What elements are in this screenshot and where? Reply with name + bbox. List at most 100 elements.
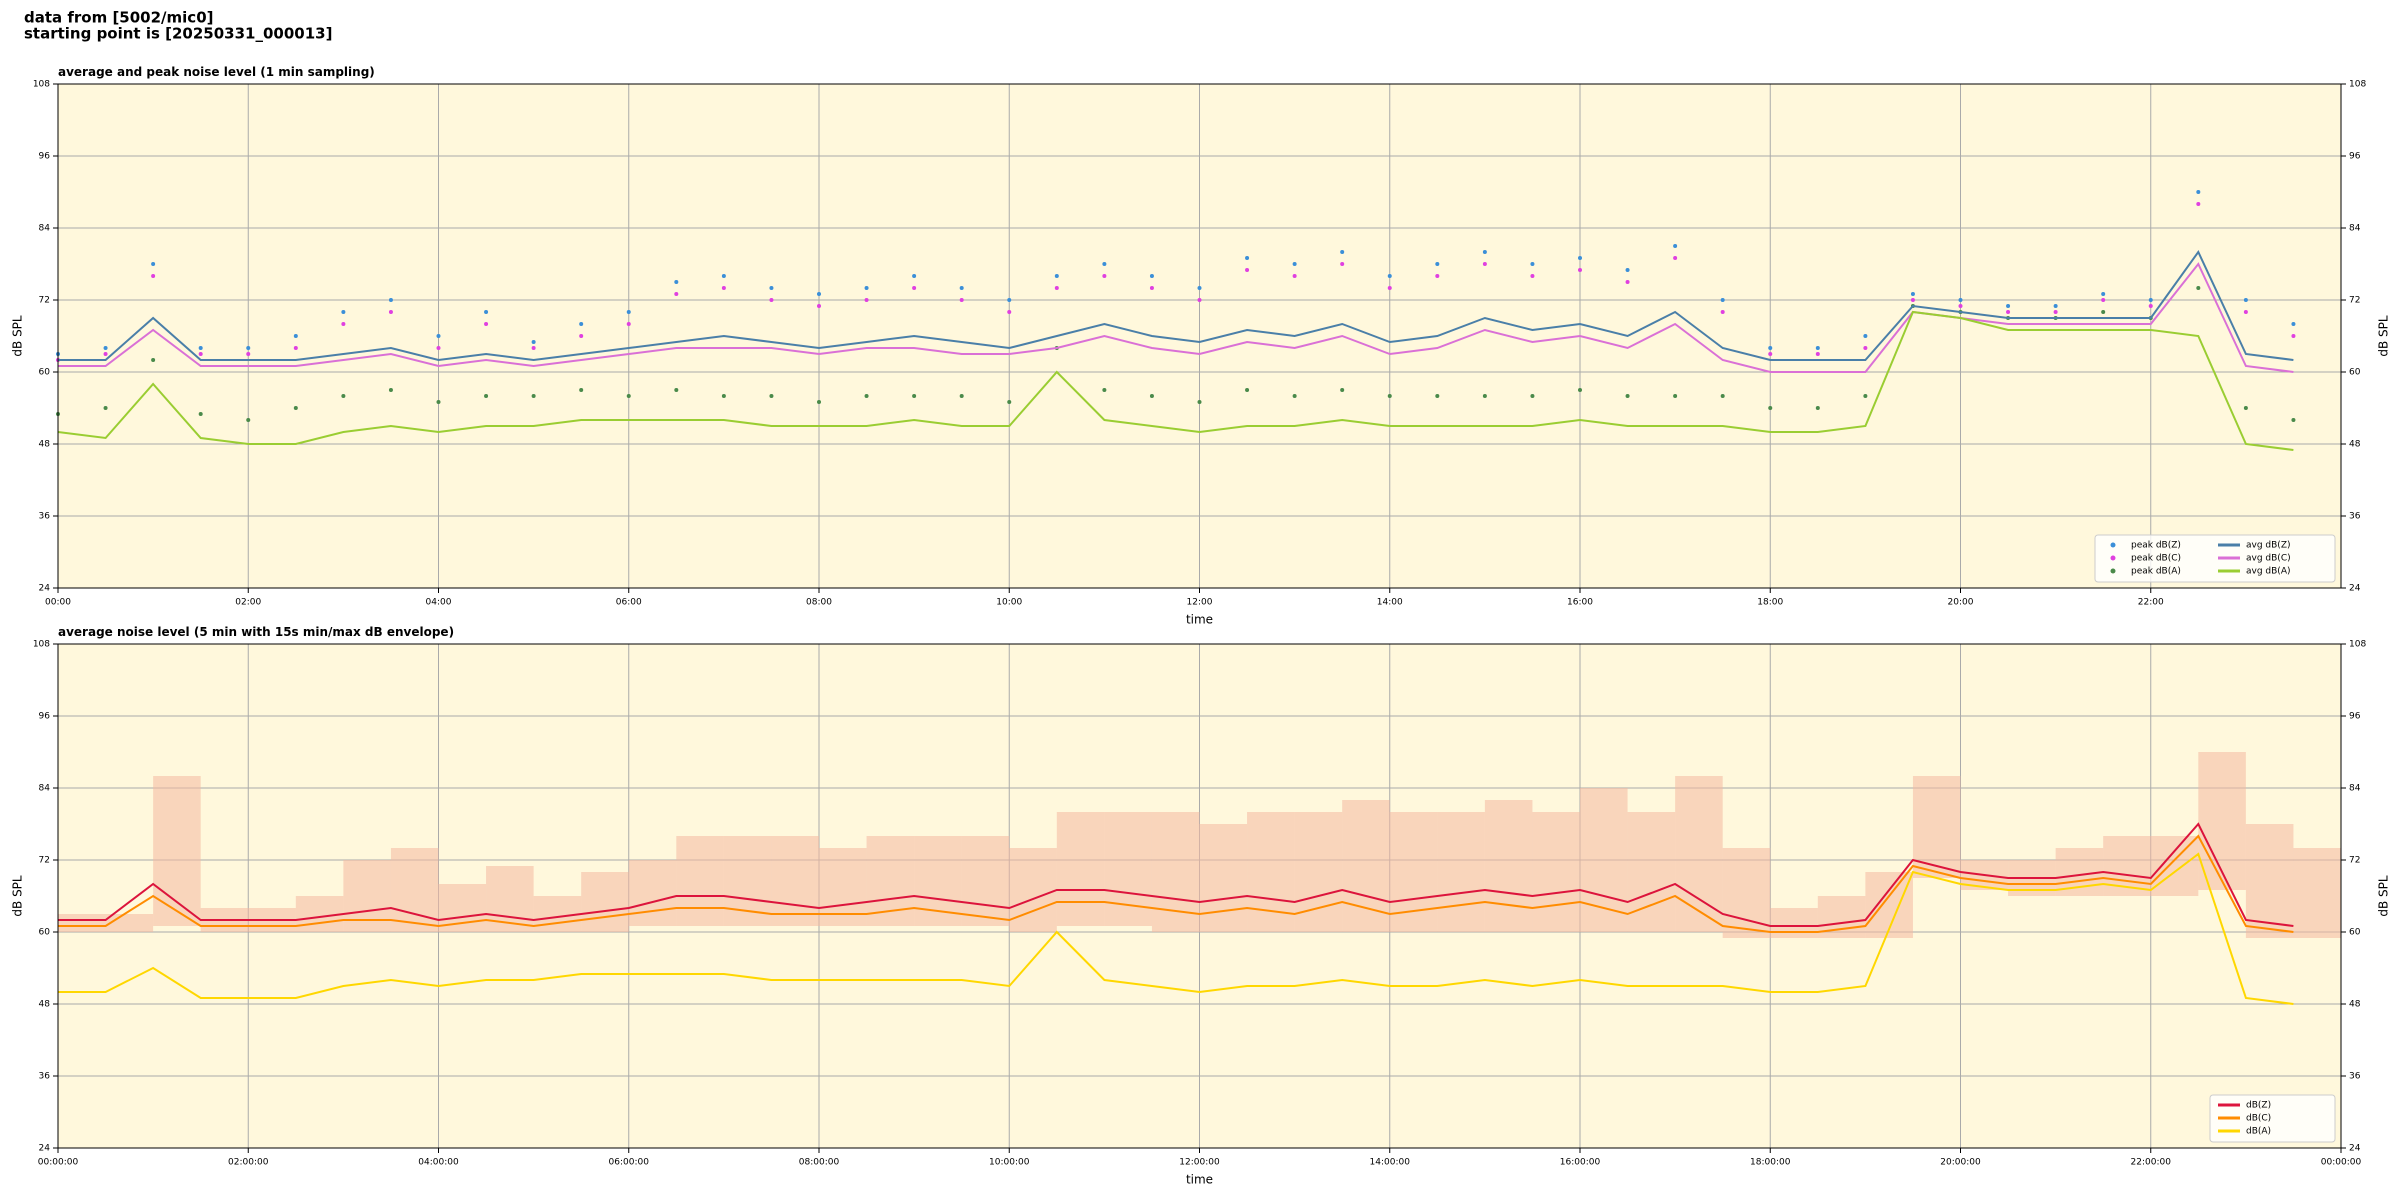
peak-point: [2101, 310, 2106, 314]
peak-point: [1958, 298, 1963, 302]
peak-point: [1435, 274, 1440, 278]
start-text: starting point is [20250331_000013]: [24, 25, 332, 43]
y2-tick-label: 36: [2349, 1072, 2361, 1082]
y2-tick-label: 84: [2349, 224, 2361, 234]
peak-point: [2243, 298, 2248, 302]
peak-point: [484, 322, 489, 326]
peak-point: [1102, 388, 1107, 392]
x-tick-label: 18:00: [1757, 598, 1783, 608]
x-tick-label: 14:00: [1377, 598, 1403, 608]
envelope-band: [2198, 752, 2246, 890]
peak-point: [2291, 418, 2296, 422]
x-tick-label: 08:00: [806, 598, 832, 608]
peak-point: [1054, 274, 1059, 278]
peak-point: [864, 298, 869, 302]
envelope-band: [105, 914, 154, 932]
peak-point: [293, 346, 298, 350]
peak-point: [2053, 304, 2058, 308]
y2-tick-label: 24: [2349, 1144, 2361, 1154]
peak-point: [2148, 298, 2153, 302]
peak-point: [198, 412, 203, 416]
peak-point: [388, 298, 393, 302]
peak-point: [531, 394, 536, 398]
plot-frame: [57, 643, 2342, 1149]
peak-point: [1007, 298, 1012, 302]
y-tick-label: 48: [39, 1000, 51, 1010]
chart-title: average noise level (5 min with 15s min/…: [58, 625, 454, 639]
peak-point: [293, 406, 298, 410]
legend-label: peak dB(C): [2131, 554, 2181, 564]
peak-point: [1625, 280, 1630, 284]
peak-point: [103, 346, 108, 350]
peak-point: [959, 298, 964, 302]
peak-point: [721, 394, 726, 398]
peak-point: [1149, 286, 1154, 290]
peak-point: [436, 346, 441, 350]
y-tick-label: 36: [39, 1072, 51, 1082]
series-line: [58, 834, 2294, 933]
peak-point: [674, 280, 679, 284]
y-axis-label: dB SPL: [11, 875, 25, 917]
peak-point: [2053, 310, 2058, 314]
envelope-band: [1532, 812, 1580, 932]
envelope-band: [2293, 848, 2341, 938]
peak-point: [1578, 268, 1582, 272]
peak-point: [579, 334, 584, 338]
y-tick-label: 84: [39, 224, 51, 234]
peak-point: [531, 346, 536, 350]
legend-marker: [2110, 542, 2116, 548]
peak-point: [1292, 394, 1297, 398]
y2-tick-label: 96: [2349, 712, 2361, 722]
peak-point: [198, 346, 203, 350]
peak-point: [626, 310, 631, 314]
series-line: [58, 852, 2294, 1005]
envelope-band: [581, 872, 629, 932]
y2-tick-label: 60: [2349, 928, 2361, 938]
peak-point: [2101, 292, 2106, 296]
y-tick-label: 36: [39, 512, 51, 522]
peak-point: [1530, 262, 1535, 266]
y2-tick-label: 72: [2349, 296, 2360, 306]
peak-point: [1673, 244, 1678, 248]
y2-tick-label: 60: [2349, 368, 2361, 378]
peak-point: [341, 310, 346, 314]
envelope-band: [771, 836, 819, 926]
envelope-band: [1770, 908, 1818, 938]
y2-tick-label: 108: [2349, 640, 2366, 650]
y2-tick-label: 72: [2349, 856, 2360, 866]
x-tick-label: 22:00:00: [2131, 1158, 2172, 1168]
envelope-band: [676, 836, 724, 926]
y-tick-label: 60: [39, 368, 51, 378]
peak-point: [1720, 394, 1725, 398]
y-tick-label: 108: [33, 80, 50, 90]
x-tick-label: 18:00:00: [1750, 1158, 1791, 1168]
x-tick-label: 02:00:00: [228, 1158, 269, 1168]
peak-point: [484, 310, 489, 314]
envelope-band: [1484, 800, 1533, 932]
peak-point: [769, 286, 774, 290]
envelope-band: [1437, 812, 1485, 932]
peak-point: [1387, 286, 1392, 290]
peak-point: [1387, 394, 1392, 398]
peak-point: [1673, 394, 1678, 398]
envelope-band: [2150, 836, 2199, 896]
peak-point: [103, 352, 108, 356]
peak-point: [103, 406, 108, 410]
y2-tick-label: 48: [2349, 1000, 2361, 1010]
y-axis-label: dB SPL: [11, 315, 25, 357]
x-tick-label: 00:00:00: [2321, 1158, 2362, 1168]
peak-point: [436, 400, 441, 404]
x-tick-label: 12:00:00: [1179, 1158, 1220, 1168]
peak-point: [1007, 310, 1012, 314]
x-axis-label: time: [1186, 613, 1213, 627]
x-tick-label: 00:00:00: [38, 1158, 79, 1168]
peak-point: [2196, 202, 2201, 206]
peak-point: [2196, 286, 2201, 290]
peak-point: [1292, 274, 1297, 278]
peak-point: [2243, 406, 2248, 410]
x-tick-label: 06:00:00: [609, 1158, 650, 1168]
peak-point: [151, 358, 156, 362]
peak-point: [1768, 346, 1773, 350]
peak-point: [674, 388, 679, 392]
